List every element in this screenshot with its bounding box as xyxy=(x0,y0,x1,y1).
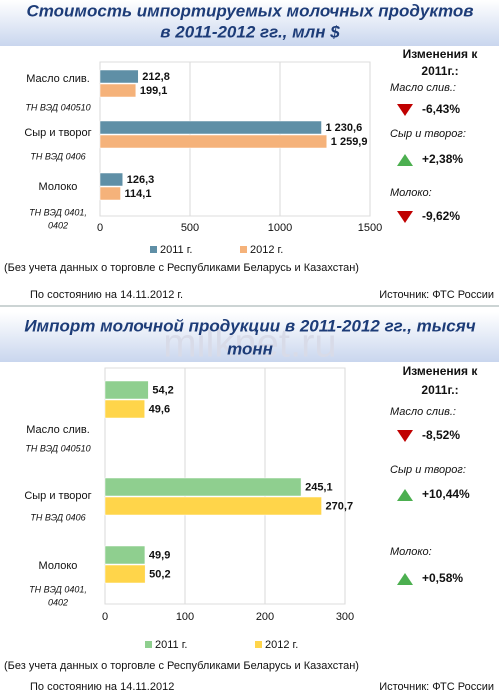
changes-title: 2011г.: xyxy=(421,64,458,78)
legend-label: 2011 г. xyxy=(160,244,192,256)
x-tick-label: 200 xyxy=(256,611,274,623)
chart-title: Импорт молочной продукции в 2011-2012 гг… xyxy=(24,316,475,335)
watermark: milknet.ru xyxy=(163,322,336,366)
change-value: -6,43% xyxy=(422,102,460,116)
change-label: Молоко: xyxy=(390,546,432,558)
value-label: 49,6 xyxy=(149,403,170,415)
source: Источник: ФТС России xyxy=(379,289,494,301)
change-label: Масло слив.: xyxy=(390,82,456,94)
legend-swatch xyxy=(240,246,247,253)
change-arrow xyxy=(397,104,413,116)
category-code: ТН ВЭД 0406 xyxy=(30,151,85,161)
change-value: +10,44% xyxy=(422,487,470,501)
bar xyxy=(104,496,322,516)
x-tick-label: 300 xyxy=(336,611,354,623)
category-label: Молоко xyxy=(39,181,78,193)
category-label: Сыр и творог xyxy=(24,127,91,139)
bar xyxy=(99,172,123,187)
changes-title: Изменения к xyxy=(403,47,479,61)
bar xyxy=(99,69,139,84)
changes-title: Изменения к xyxy=(403,364,479,378)
date: По состоянию на 14.11.2012 г. xyxy=(30,289,183,301)
x-tick-label: 0 xyxy=(97,222,103,234)
date: По состоянию на 14.11.2012 xyxy=(30,681,174,693)
bar xyxy=(104,380,149,400)
x-tick-label: 1500 xyxy=(358,222,382,234)
value-label: 270,7 xyxy=(326,500,354,512)
change-value: -8,52% xyxy=(422,428,460,442)
value-label: 114,1 xyxy=(125,188,152,200)
change-value: -9,62% xyxy=(422,209,460,223)
legend-swatch xyxy=(150,246,157,253)
category-code: ТН ВЭД 0401, xyxy=(29,207,87,217)
bar xyxy=(104,545,146,565)
bar xyxy=(99,134,328,149)
change-value: +2,38% xyxy=(422,152,463,166)
category-label: Сыр и творог xyxy=(24,490,91,502)
changes-title: 2011г.: xyxy=(421,383,458,397)
legend-swatch xyxy=(145,641,152,648)
category-code: 0402 xyxy=(48,597,68,607)
bar xyxy=(104,564,146,584)
bar xyxy=(99,83,137,98)
value-label: 212,8 xyxy=(142,71,170,83)
bar xyxy=(99,186,121,201)
chart-title: тонн xyxy=(227,339,273,358)
value-label: 50,2 xyxy=(149,568,170,580)
change-value: +0,58% xyxy=(422,571,463,585)
change-arrow xyxy=(397,430,413,442)
bar xyxy=(104,477,302,497)
value-label: 245,1 xyxy=(305,481,333,493)
value-label: 49,9 xyxy=(149,549,170,561)
category-label: Молоко xyxy=(39,560,78,572)
chart-title: в 2011-2012 гг., млн $ xyxy=(160,22,340,41)
legend-label: 2012 г. xyxy=(250,244,283,256)
value-label: 126,3 xyxy=(127,174,155,186)
title-band xyxy=(0,312,499,362)
category-code: ТН ВЭД 040510 xyxy=(25,102,90,112)
legend-label: 2012 г. xyxy=(265,639,298,651)
source: Источник: ФТС России xyxy=(379,681,494,693)
x-tick-label: 100 xyxy=(176,611,194,623)
value-label: 1 230,6 xyxy=(326,122,363,134)
change-label: Сыр и творог: xyxy=(390,128,466,140)
x-tick-label: 0 xyxy=(102,611,108,623)
note: (Без учета данных о торговле с Республик… xyxy=(4,660,359,672)
change-arrow xyxy=(397,211,413,223)
chart-title: Стоимость импортируемых молочных продукт… xyxy=(26,1,473,20)
bar xyxy=(99,120,322,135)
x-tick-label: 500 xyxy=(181,222,199,234)
category-label: Масло слив. xyxy=(26,73,90,85)
note: (Без учета данных о торговле с Республик… xyxy=(4,262,359,274)
title-band xyxy=(0,0,499,46)
change-label: Сыр и творог: xyxy=(390,464,466,476)
change-arrow xyxy=(397,573,413,585)
legend-label: 2011 г. xyxy=(155,639,187,651)
category-code: 0402 xyxy=(48,220,68,230)
value-label: 54,2 xyxy=(152,384,173,396)
change-arrow xyxy=(397,489,413,501)
category-code: ТН ВЭД 0401, xyxy=(29,584,87,594)
x-tick-label: 1000 xyxy=(268,222,292,234)
change-label: Молоко: xyxy=(390,187,432,199)
change-arrow xyxy=(397,154,413,166)
legend-swatch xyxy=(255,641,262,648)
value-label: 1 259,9 xyxy=(331,136,368,148)
value-label: 199,1 xyxy=(140,85,168,97)
category-code: ТН ВЭД 0406 xyxy=(30,512,85,522)
bar xyxy=(104,399,145,419)
category-code: ТН ВЭД 040510 xyxy=(25,443,90,453)
change-label: Масло слив.: xyxy=(390,406,456,418)
category-label: Масло слив. xyxy=(26,424,90,436)
